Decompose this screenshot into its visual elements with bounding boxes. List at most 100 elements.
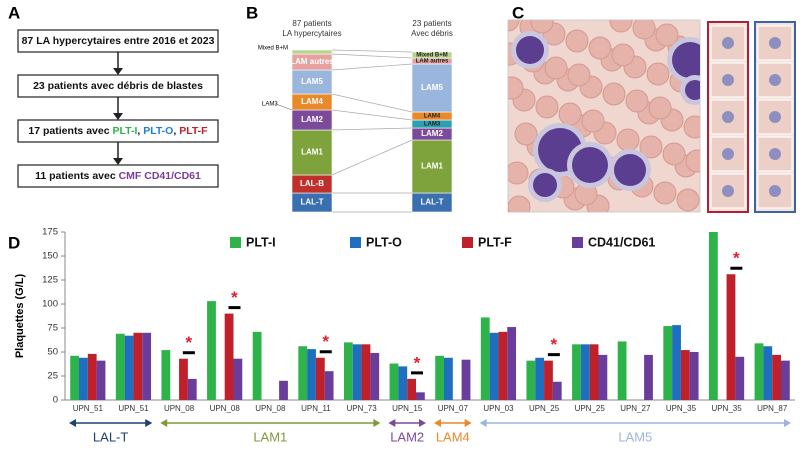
group-arrowhead (784, 419, 791, 427)
red-cell (508, 161, 529, 185)
bar (763, 346, 773, 400)
column-header: 87 patients (292, 19, 331, 28)
bar (224, 313, 234, 400)
stack-segment (411, 51, 453, 59)
legend-swatch (230, 237, 241, 248)
panel-label: B (246, 3, 258, 22)
flow-text: 17 patients avec PLT-I, PLT-O, PLT-F (28, 125, 208, 137)
cell-fragment (722, 148, 734, 160)
panel-label: D (8, 233, 20, 252)
cell-fragment (769, 74, 781, 86)
bar (179, 358, 188, 400)
bar (161, 350, 171, 400)
flow-link (331, 127, 413, 131)
side-label: LAM3 (262, 102, 278, 108)
column-header: Avec débris (411, 29, 453, 38)
cell-fragment (769, 111, 781, 123)
x-tick-label: UPN_87 (757, 404, 788, 413)
bar (398, 366, 408, 400)
segment-label: LAM4 (301, 97, 323, 106)
segment-label: LAM2 (421, 129, 443, 138)
group-arrowhead (419, 419, 426, 427)
y-tick-label: 150 (42, 251, 58, 262)
bar (735, 356, 745, 400)
segment-label: LAL-T (420, 198, 443, 207)
bar (352, 344, 362, 400)
flow-link (331, 49, 413, 53)
red-cell (685, 149, 700, 173)
group-arrowhead (479, 419, 487, 427)
x-tick-label: UPN_11 (301, 404, 331, 413)
red-cell (565, 29, 589, 53)
bar (307, 349, 316, 400)
y-tick-label: 75 (47, 323, 58, 334)
red-cell (632, 20, 656, 40)
red-cell (567, 63, 591, 87)
flow-text-part: , (137, 125, 143, 137)
red-cell (611, 43, 635, 67)
flow-link (331, 93, 413, 113)
cell-fragment (769, 37, 781, 49)
x-tick-label: UPN_03 (483, 404, 514, 413)
red-cell (646, 62, 670, 86)
bar (580, 344, 590, 400)
flow-link (331, 139, 413, 176)
legend-swatch (462, 237, 473, 248)
bar (498, 331, 508, 400)
x-tick-label: UPN_08 (255, 404, 286, 413)
bar (589, 344, 599, 400)
bar (315, 357, 325, 400)
group-label: LAM5 (618, 429, 652, 444)
flow-text-part: 23 patients avec débris de blastes (33, 80, 203, 92)
flow-text-part: 11 patients avec (35, 170, 118, 182)
bar (361, 344, 371, 400)
bar (644, 354, 653, 400)
y-tick-label: 125 (42, 275, 58, 286)
bar (526, 360, 536, 400)
bar (461, 359, 471, 400)
bar (133, 332, 143, 400)
cell-fragment (769, 185, 781, 197)
y-tick-label: 175 (42, 227, 58, 238)
red-cell (639, 135, 663, 159)
flow-text-part: PLT-O (143, 125, 173, 137)
segment-label: LAM5 (421, 83, 443, 92)
legend-swatch (572, 237, 583, 248)
red-cell (508, 195, 531, 212)
flow-text-part: 87 LA hypercytaires entre 2016 et 2023 (22, 35, 215, 47)
segment-label: LAM4 (424, 114, 441, 120)
bar (672, 325, 681, 400)
flow-text: 87 LA hypercytaires entre 2016 et 2023 (22, 35, 215, 47)
cell-tile (710, 136, 746, 172)
flow-box (17, 164, 219, 188)
x-tick-label: UPN_51 (73, 404, 104, 413)
y-tick-label: 100 (42, 299, 58, 310)
red-cell (676, 188, 700, 212)
group-arrowhead (388, 419, 396, 427)
blast-nucleus (672, 42, 700, 78)
x-tick-label: UPN_08 (164, 404, 195, 413)
y-tick-label: 50 (47, 347, 58, 358)
significance-mark: * (231, 288, 238, 307)
bar (754, 343, 764, 400)
bar (187, 378, 197, 400)
bar (598, 354, 608, 400)
segment-label: LAM autres (416, 59, 449, 65)
flow-link (331, 63, 413, 71)
micrograph (507, 19, 796, 213)
significance-mark: * (414, 353, 421, 372)
segment-label: LAM1 (301, 148, 323, 157)
bar (480, 317, 490, 400)
x-tick-label: UPN_27 (620, 404, 651, 413)
significance-mark: * (733, 249, 740, 268)
bar (552, 381, 562, 400)
legend-label: CD41/CD61 (588, 235, 655, 249)
red-cell (514, 122, 538, 146)
group-arrowhead (160, 419, 168, 427)
bar (689, 352, 699, 400)
bar (617, 341, 627, 400)
x-tick-label: UPN_35 (666, 404, 697, 413)
blast-nucleus (614, 154, 646, 186)
bar (87, 353, 97, 400)
